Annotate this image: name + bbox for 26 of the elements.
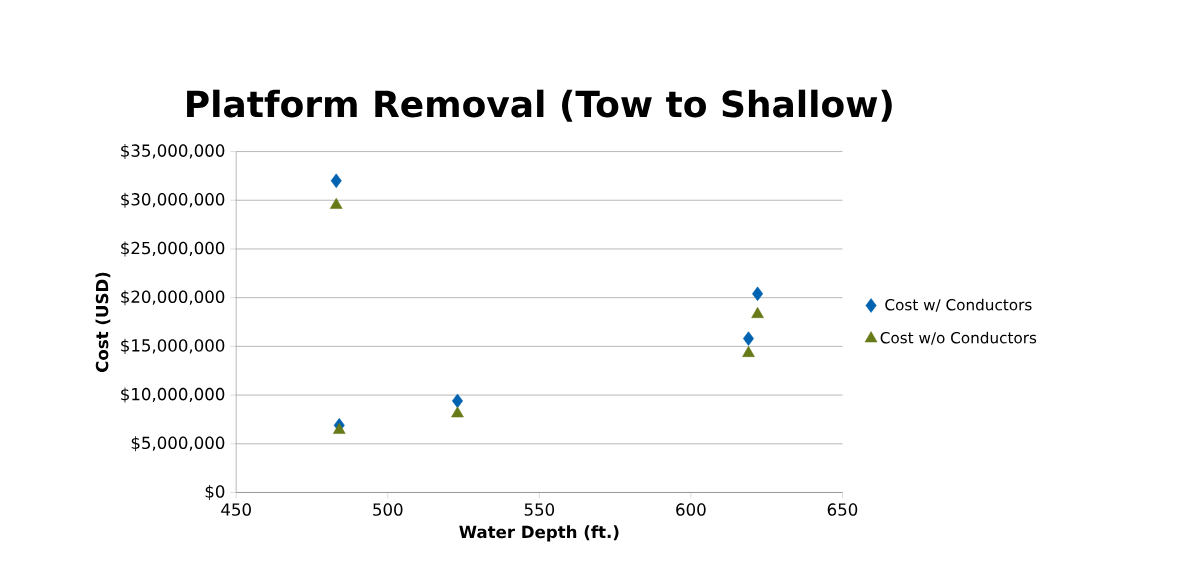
y-tick-label: $25,000,000 xyxy=(121,241,225,257)
chart-title: Platform Removal (Tow to Shallow) xyxy=(187,89,892,122)
y-tick-label: $0 xyxy=(205,484,225,500)
point xyxy=(451,406,464,418)
y-tick-label: $5,000,000 xyxy=(131,436,225,452)
y-tick-label: $10,000,000 xyxy=(121,387,225,403)
x-tick-label: 650 xyxy=(827,503,858,516)
x-tick-label: 500 xyxy=(373,503,403,516)
x-tick-label: 600 xyxy=(676,503,706,516)
point xyxy=(332,422,346,434)
x-tick-label: 550 xyxy=(524,503,555,516)
point xyxy=(329,197,343,209)
legend-label: Cost w/ Conductors xyxy=(885,298,1032,312)
y-tick-label: $15,000,000 xyxy=(121,338,225,354)
y-tick-label: $30,000,000 xyxy=(121,192,225,208)
point xyxy=(751,307,764,318)
x-tick-label: 450 xyxy=(221,503,251,516)
point xyxy=(752,286,764,301)
point xyxy=(742,345,755,357)
point xyxy=(743,331,754,346)
legend-label: Cost w/o Conductors xyxy=(880,331,1037,345)
y-tick-label: $20,000,000 xyxy=(121,290,225,306)
y-axis-title: Cost (USD) xyxy=(95,272,111,372)
point xyxy=(330,173,342,188)
x-axis-title: Water Depth (ft.) xyxy=(459,525,619,542)
y-tick-label: $35,000,000 xyxy=(121,144,225,160)
